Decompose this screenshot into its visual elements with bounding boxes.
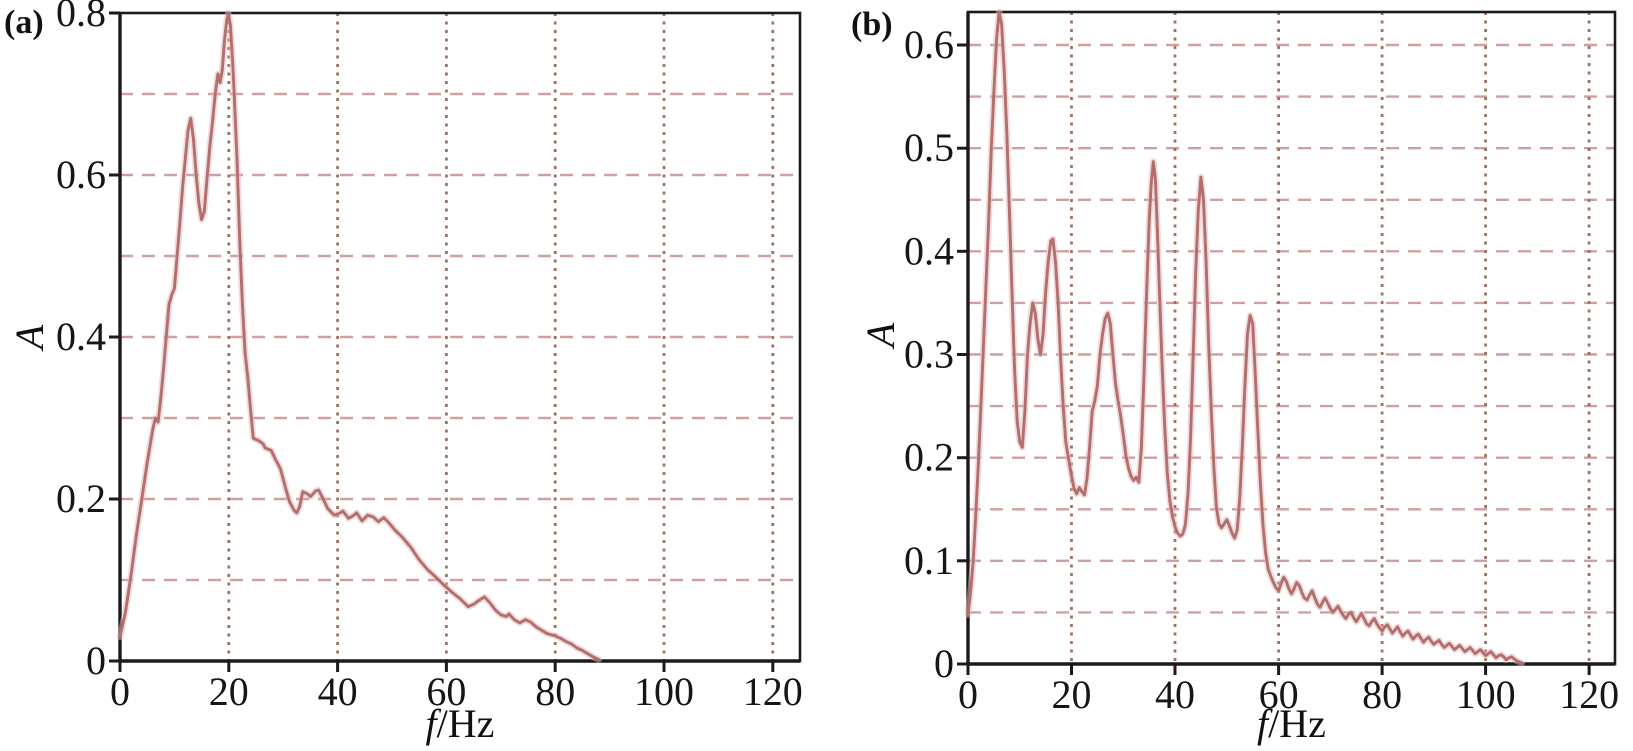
x-tick-label: 40 [1155,672,1195,717]
panel-a-x-axis-label: f/Hz [120,702,800,746]
x-tick-label: 100 [1456,672,1516,717]
x-tick-label: 100 [634,669,694,714]
x-tick-label: 80 [1362,672,1402,717]
panel-b-x-axis-label-f: f [1257,701,1269,746]
y-tick-label: 0.3 [904,332,954,377]
y-tick-label: 0.2 [56,476,106,521]
x-tick-label: 120 [743,669,803,714]
x-tick-label: 60 [1259,672,1299,717]
panel-a-x-axis-label-f: f [425,701,437,746]
plot-border [966,10,1617,666]
y-tick-label: 0 [86,638,106,683]
panel-b-x-axis-label-unit: /Hz [1268,701,1326,746]
y-tick-label: 0.1 [904,538,954,583]
panel-b-x-axis-label: f/Hz [968,702,1615,746]
panel-a-tag: (a) [4,4,44,41]
y-tick-label: 0.5 [904,125,954,170]
y-tick-label: 0.6 [56,152,106,197]
panel-b-tag: (b) [851,6,893,43]
y-tick-label: 0.4 [56,314,106,359]
y-tick-label: 0.2 [904,435,954,480]
spectrum-curve [118,11,601,661]
x-tick-label: 80 [535,669,575,714]
panel-a-plot: 0 20 40 60 80 100 120 0 0.2 0.4 0.6 0.8 [56,0,803,714]
x-tick-label: 120 [1559,672,1619,717]
x-tick-label: 0 [958,672,978,717]
spectrum-curve [966,10,1524,665]
x-tick-label: 60 [426,669,466,714]
y-tick-label: 0.4 [904,228,954,273]
y-tick-label: 0 [934,641,954,686]
spectrum-curve-halo [964,8,1526,667]
x-tick-label: 20 [209,669,249,714]
y-tick-label: 0.8 [56,0,106,35]
x-tick-label: 0 [110,669,130,714]
x-tick-label: 20 [1052,672,1092,717]
y-tick-label: 0.6 [904,22,954,67]
panel-b-plot: 0 20 40 60 80 100 120 0 0.1 0.2 0.3 0.4 0.5 0.6 [904,8,1619,717]
panel-a-x-axis-label-unit: /Hz [436,701,495,746]
x-tick-label: 40 [318,669,358,714]
